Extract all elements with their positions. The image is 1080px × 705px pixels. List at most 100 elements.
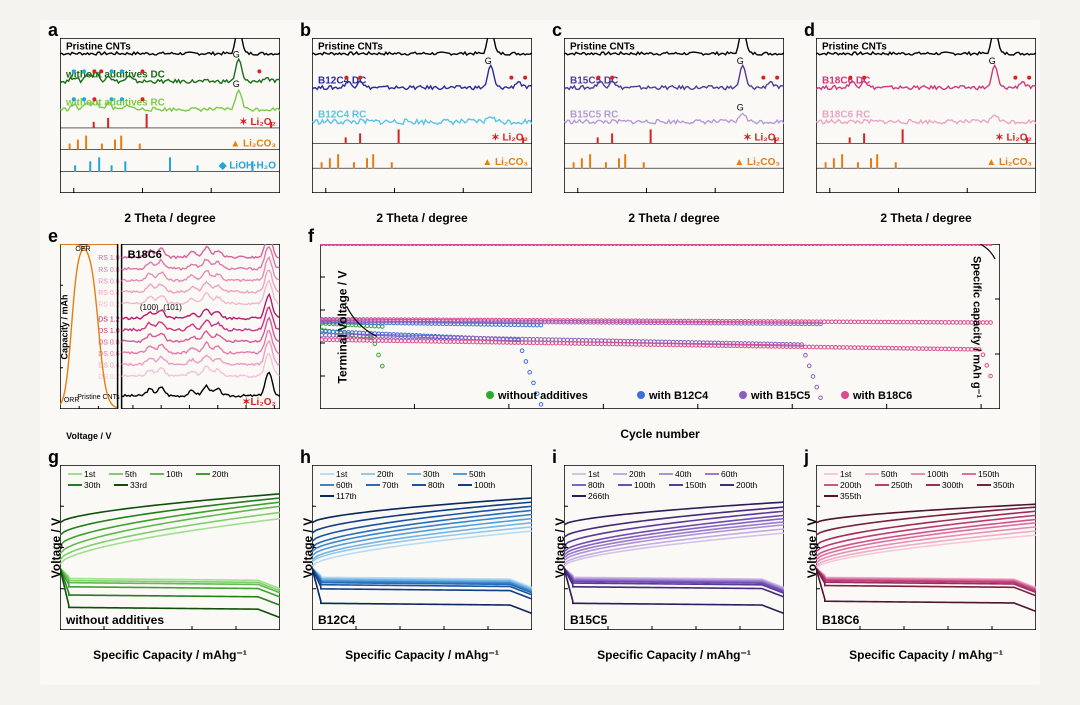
- svg-text:Pristine CNTs: Pristine CNTs: [318, 42, 383, 53]
- svg-text:▲ Li₂CO₃: ▲ Li₂CO₃: [482, 157, 528, 168]
- svg-text:G: G: [737, 102, 744, 112]
- svg-text:B15C5: B15C5: [570, 613, 608, 627]
- svg-text:200th: 200th: [736, 480, 758, 490]
- svg-text:B18C6 RC: B18C6 RC: [822, 110, 870, 121]
- svg-text:with B12C4: with B12C4: [648, 390, 709, 402]
- inset-ylabel: Capacity / mAh: [60, 294, 70, 359]
- svg-text:✶ Li₂O₂: ✶ Li₂O₂: [239, 117, 276, 128]
- svg-text:G: G: [233, 79, 240, 89]
- svg-text:B12C4: B12C4: [318, 613, 356, 627]
- panel-f: 0501001502002503003501.52.02.53.03.54.04…: [320, 244, 1000, 409]
- x-axis-label: 2 Theta / degree: [60, 211, 280, 225]
- svg-text:✶Li₂O₂: ✶Li₂O₂: [242, 397, 276, 408]
- svg-text:B15C5 RC: B15C5 RC: [570, 110, 618, 121]
- svg-text:20th: 20th: [629, 469, 646, 479]
- svg-text:(100): (100): [140, 303, 159, 312]
- svg-text:without additives DC: without additives DC: [65, 69, 165, 80]
- svg-text:ORR: ORR: [64, 397, 80, 404]
- panel-label: e: [48, 226, 58, 247]
- svg-text:100th: 100th: [474, 480, 496, 490]
- panel-b: 30405060Pristine CNTsGB12C4 DCGB12C4 RC✶…: [312, 38, 532, 193]
- svg-text:20th: 20th: [377, 469, 394, 479]
- svg-text:300th: 300th: [942, 480, 964, 490]
- svg-text:▲ Li₂CO₃: ▲ Li₂CO₃: [986, 157, 1032, 168]
- svg-text:RS 1.0: RS 1.0: [98, 255, 120, 262]
- panel-j: 020040060080010001.52.53.54.55.5B18C61st…: [816, 465, 1036, 630]
- svg-text:RS 0.4: RS 0.4: [98, 290, 120, 297]
- svg-text:70th: 70th: [382, 480, 399, 490]
- svg-text:117th: 117th: [336, 491, 357, 501]
- svg-text:with B18C6: with B18C6: [852, 390, 912, 402]
- svg-text:without additives RC: without additives RC: [65, 97, 165, 108]
- svg-text:without additives: without additives: [65, 613, 164, 627]
- svg-text:50th: 50th: [881, 469, 898, 479]
- svg-text:60th: 60th: [336, 480, 353, 490]
- panel-h: 020040060080010001.52.53.54.55.5B12C41st…: [312, 465, 532, 630]
- svg-text:◆ LiOH·H₂O: ◆ LiOH·H₂O: [218, 160, 276, 171]
- svg-text:B18C6: B18C6: [128, 249, 162, 261]
- panel-label: b: [300, 20, 311, 41]
- svg-text:DS 1.2: DS 1.2: [98, 316, 120, 323]
- svg-text:Pristine CNTs: Pristine CNTs: [66, 42, 131, 53]
- svg-text:80th: 80th: [428, 480, 445, 490]
- svg-text:B18C6: B18C6: [822, 613, 860, 627]
- panel-a: 30405060Pristine CNTsGwithout additives …: [60, 38, 280, 193]
- svg-text:G: G: [233, 50, 240, 60]
- x-axis-label: 2 Theta / degree: [312, 211, 532, 225]
- svg-text:DS 0.8: DS 0.8: [98, 339, 120, 346]
- panel-label: d: [804, 20, 815, 41]
- svg-text:RS 0.2: RS 0.2: [98, 301, 120, 308]
- svg-text:33rd: 33rd: [130, 480, 147, 490]
- svg-text:✶ Li₂O₂: ✶ Li₂O₂: [995, 132, 1032, 143]
- svg-text:1st: 1st: [840, 469, 852, 479]
- svg-text:G: G: [989, 56, 996, 66]
- svg-text:100th: 100th: [634, 480, 656, 490]
- svg-text:B12C4 RC: B12C4 RC: [318, 110, 366, 121]
- svg-text:350th: 350th: [993, 480, 1015, 490]
- svg-text:▲ Li₂CO₃: ▲ Li₂CO₃: [230, 139, 276, 150]
- svg-text:Pristine CNTs: Pristine CNTs: [77, 394, 120, 401]
- svg-text:without additives: without additives: [497, 390, 588, 402]
- panel-label: a: [48, 20, 58, 41]
- svg-text:RS 0.8: RS 0.8: [98, 267, 120, 274]
- svg-text:30th: 30th: [423, 469, 440, 479]
- svg-text:150th: 150th: [685, 480, 707, 490]
- svg-text:30th: 30th: [84, 480, 101, 490]
- panel-d: 30405060Pristine CNTsGB18C6 DCGB18C6 RC✶…: [816, 38, 1036, 193]
- svg-text:DS 0.2: DS 0.2: [98, 374, 120, 381]
- panel-i: 020040060080010001.52.53.54.55.5B15C51st…: [564, 465, 784, 630]
- svg-text:200th: 200th: [840, 480, 862, 490]
- svg-text:80th: 80th: [588, 480, 605, 490]
- svg-text:G: G: [737, 56, 744, 66]
- panel-g: 020040060080010001.52.53.54.55.5without …: [60, 465, 280, 630]
- svg-text:5th: 5th: [125, 469, 137, 479]
- svg-text:355th: 355th: [840, 491, 862, 501]
- x-axis-label: 2 Theta / degree: [816, 211, 1036, 225]
- svg-text:20th: 20th: [212, 469, 229, 479]
- svg-text:(101): (101): [163, 303, 182, 312]
- svg-text:1st: 1st: [84, 469, 96, 479]
- svg-text:1st: 1st: [336, 469, 348, 479]
- panel-e: 303540455055B18C6✶Li₂O₂(100)(101)Pristin…: [60, 244, 280, 409]
- svg-text:✶ Li₂O₂: ✶ Li₂O₂: [743, 132, 780, 143]
- svg-text:Pristine CNTs: Pristine CNTs: [822, 42, 887, 53]
- svg-text:with B15C5: with B15C5: [750, 390, 810, 402]
- svg-text:60th: 60th: [721, 469, 738, 479]
- x-axis-label: 2 Theta / degree: [564, 211, 784, 225]
- svg-text:DS 1.0: DS 1.0: [98, 328, 120, 335]
- figure-container: 30405060Pristine CNTsGwithout additives …: [40, 20, 1040, 685]
- svg-text:Pristine CNTs: Pristine CNTs: [570, 42, 635, 53]
- svg-text:OER: OER: [75, 246, 90, 253]
- svg-text:1st: 1st: [588, 469, 600, 479]
- svg-text:50th: 50th: [469, 469, 486, 479]
- inset-xlabel: Voltage / V: [60, 431, 118, 441]
- svg-text:40th: 40th: [675, 469, 692, 479]
- svg-text:150th: 150th: [978, 469, 1000, 479]
- svg-text:G: G: [485, 56, 492, 66]
- panel-c: 30405060Pristine CNTsGB15C5 DCGB15C5 RCG…: [564, 38, 784, 193]
- svg-text:250th: 250th: [891, 480, 913, 490]
- panel-label: c: [552, 20, 562, 41]
- svg-text:266th: 266th: [588, 491, 610, 501]
- svg-text:10th: 10th: [166, 469, 183, 479]
- svg-text:RS 0.6: RS 0.6: [98, 278, 120, 285]
